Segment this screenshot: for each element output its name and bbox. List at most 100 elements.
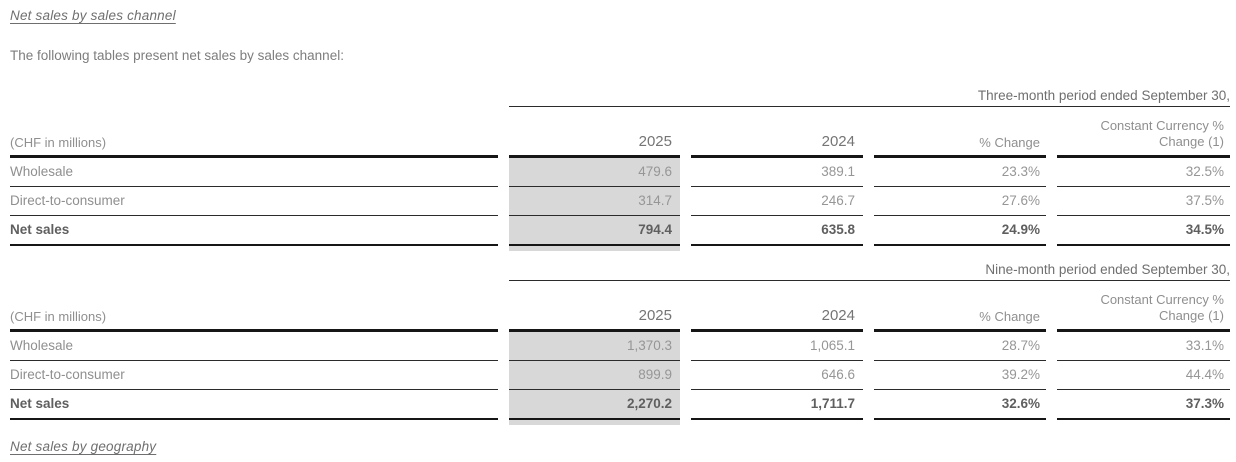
section-title-net-sales-by-geography: Net sales by geography: [10, 439, 157, 454]
unit-label: (CHF in millions): [10, 281, 498, 332]
column-gap: [498, 361, 509, 390]
tail-spacer: [10, 246, 498, 251]
column-gap: [680, 216, 691, 246]
column-gap: [498, 216, 509, 246]
period-header: Three-month period ended September 30,: [509, 84, 1230, 107]
value-2024: 246.7: [691, 187, 863, 216]
column-gap: [863, 361, 874, 390]
row-label: Direct-to-consumer: [10, 361, 498, 390]
shade-tail: [509, 420, 680, 425]
section-title-net-sales-by-channel: Net sales by sales channel: [10, 8, 176, 23]
column-gap: [680, 107, 691, 158]
col-header-2024: 2024: [691, 107, 863, 158]
value-2025: 2,270.2: [509, 390, 680, 420]
value-cc-change: 34.5%: [1057, 216, 1230, 246]
column-gap: [498, 332, 509, 361]
column-gap: [680, 361, 691, 390]
column-gap: [498, 390, 509, 420]
intro-text: The following tables present net sales b…: [10, 48, 344, 63]
col-header-2025: 2025: [509, 281, 680, 332]
column-gap: [863, 216, 874, 246]
column-gap: [1046, 216, 1057, 246]
value-pct-change: 28.7%: [874, 332, 1046, 361]
column-gap: [498, 107, 509, 158]
shade-tail: [509, 246, 680, 251]
col-header-2025: 2025: [509, 107, 680, 158]
column-gap: [1046, 107, 1057, 158]
shade-tail-row: [10, 246, 1230, 251]
value-2025: 479.6: [509, 158, 680, 187]
col-header-pct-change: % Change: [874, 281, 1046, 332]
column-gap: [863, 187, 874, 216]
column-gap: [863, 158, 874, 187]
value-pct-change: 32.6%: [874, 390, 1046, 420]
value-2025: 899.9: [509, 361, 680, 390]
column-gap: [498, 281, 509, 332]
column-gap: [498, 158, 509, 187]
unit-label: (CHF in millions): [10, 107, 498, 158]
column-gap: [1046, 361, 1057, 390]
period-header: Nine-month period ended September 30,: [509, 258, 1230, 281]
row-label: Direct-to-consumer: [10, 187, 498, 216]
column-gap: [680, 390, 691, 420]
column-gap: [1046, 158, 1057, 187]
shade-tail-row: [10, 420, 1230, 425]
period-header-row: Nine-month period ended September 30,: [10, 258, 1230, 281]
table-row-wholesale: Wholesale 1,370.3 1,065.1 28.7% 33.1%: [10, 332, 1230, 361]
constant-currency-line1: Constant Currency %: [1100, 292, 1224, 307]
column-gap: [680, 332, 691, 361]
column-gap: [498, 246, 509, 251]
row-label: Wholesale: [10, 158, 498, 187]
tail-spacer: [10, 420, 498, 425]
column-gap: [1046, 332, 1057, 361]
column-gap: [498, 420, 509, 425]
value-pct-change: 39.2%: [874, 361, 1046, 390]
value-pct-change: 27.6%: [874, 187, 1046, 216]
column-gap: [863, 390, 874, 420]
table-row-net-sales-total: Net sales 2,270.2 1,711.7 32.6% 37.3%: [10, 390, 1230, 420]
column-gap: [1046, 390, 1057, 420]
col-header-constant-currency: Constant Currency % Change (1): [1057, 107, 1230, 158]
value-2024: 389.1: [691, 158, 863, 187]
period-spacer: [10, 84, 509, 107]
table-row-direct-to-consumer: Direct-to-consumer 314.7 246.7 27.6% 37.…: [10, 187, 1230, 216]
col-header-pct-change: % Change: [874, 107, 1046, 158]
period-header-row: Three-month period ended September 30,: [10, 84, 1230, 107]
value-2024: 1,065.1: [691, 332, 863, 361]
value-cc-change: 37.5%: [1057, 187, 1230, 216]
nine-month-table: Nine-month period ended September 30, (C…: [10, 258, 1230, 425]
column-gap: [863, 107, 874, 158]
value-cc-change: 44.4%: [1057, 361, 1230, 390]
col-header-2024: 2024: [691, 281, 863, 332]
table-row-net-sales-total: Net sales 794.4 635.8 24.9% 34.5%: [10, 216, 1230, 246]
column-gap: [863, 281, 874, 332]
value-pct-change: 23.3%: [874, 158, 1046, 187]
value-2024: 635.8: [691, 216, 863, 246]
column-header-row: (CHF in millions) 2025 2024 % Change Con…: [10, 281, 1230, 332]
column-gap: [498, 187, 509, 216]
row-label: Wholesale: [10, 332, 498, 361]
table-row-wholesale: Wholesale 479.6 389.1 23.3% 32.5%: [10, 158, 1230, 187]
value-pct-change: 24.9%: [874, 216, 1046, 246]
value-2024: 646.6: [691, 361, 863, 390]
col-header-constant-currency: Constant Currency % Change (1): [1057, 281, 1230, 332]
value-2025: 314.7: [509, 187, 680, 216]
table-row-direct-to-consumer: Direct-to-consumer 899.9 646.6 39.2% 44.…: [10, 361, 1230, 390]
column-gap: [1046, 281, 1057, 332]
value-2024: 1,711.7: [691, 390, 863, 420]
three-month-table: Three-month period ended September 30, (…: [10, 84, 1230, 251]
column-gap: [680, 158, 691, 187]
column-gap: [863, 332, 874, 361]
constant-currency-line1: Constant Currency %: [1100, 118, 1224, 133]
column-gap: [680, 281, 691, 332]
column-gap: [680, 187, 691, 216]
value-cc-change: 32.5%: [1057, 158, 1230, 187]
period-spacer: [10, 258, 509, 281]
constant-currency-line2: Change (1): [1158, 308, 1224, 323]
column-header-row: (CHF in millions) 2025 2024 % Change Con…: [10, 107, 1230, 158]
value-2025: 794.4: [509, 216, 680, 246]
row-label: Net sales: [10, 216, 498, 246]
column-gap: [1046, 187, 1057, 216]
value-cc-change: 37.3%: [1057, 390, 1230, 420]
